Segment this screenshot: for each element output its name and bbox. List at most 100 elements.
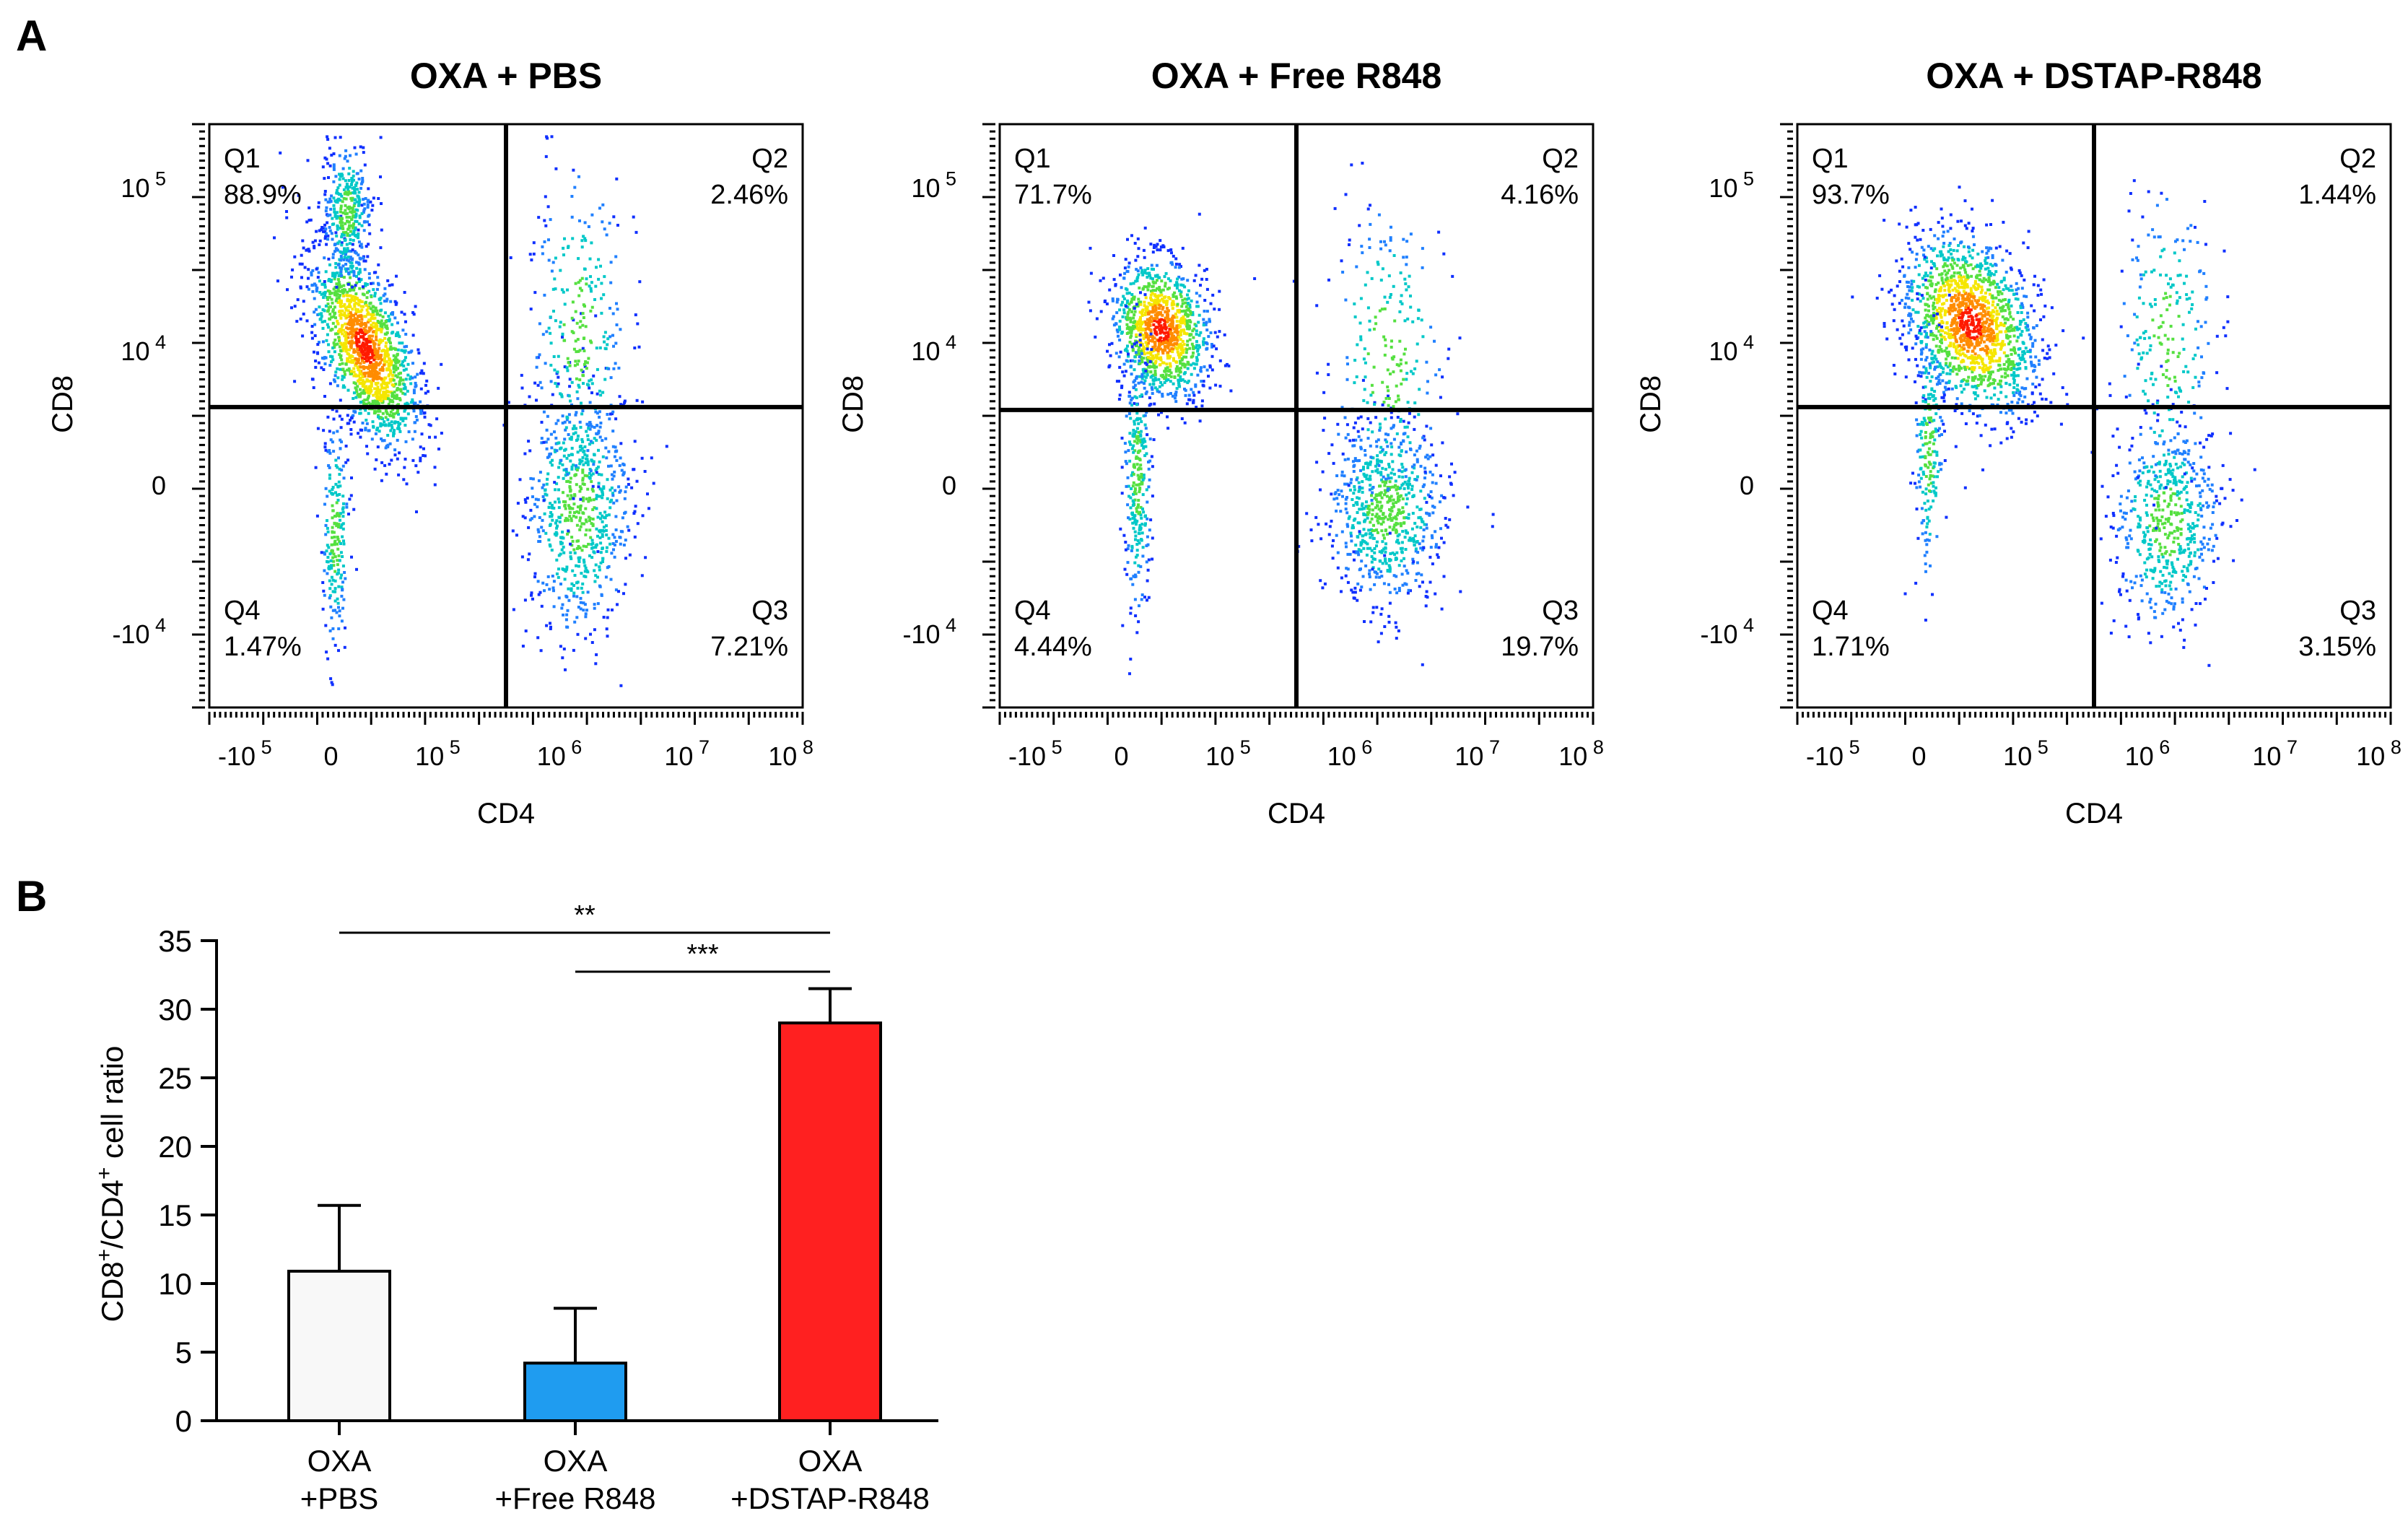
event-dot	[1356, 598, 1359, 602]
event-dot	[1134, 351, 1138, 354]
event-dot	[1134, 279, 1138, 283]
event-dot	[311, 240, 315, 244]
event-dot	[386, 434, 390, 437]
event-dot	[563, 237, 566, 240]
event-dot	[1177, 323, 1180, 327]
event-dot	[347, 259, 351, 263]
event-dot	[1133, 466, 1136, 469]
event-dot	[1340, 470, 1344, 474]
event-dot	[373, 399, 377, 403]
event-dot	[368, 344, 372, 348]
event-dot	[398, 427, 401, 431]
event-dot	[552, 506, 556, 510]
event-dot	[330, 297, 333, 301]
event-dot	[1198, 313, 1201, 317]
event-dot	[396, 367, 399, 370]
event-dot	[305, 319, 309, 323]
event-dot	[419, 456, 422, 460]
event-dot	[398, 363, 402, 367]
event-dot	[403, 291, 406, 294]
event-dot	[364, 259, 367, 263]
event-dot	[537, 540, 541, 543]
event-dot	[1164, 367, 1168, 370]
event-dot	[1185, 351, 1188, 354]
event-dot	[601, 493, 604, 497]
event-dot	[550, 463, 554, 467]
event-dot	[420, 432, 424, 436]
event-dot	[339, 313, 343, 316]
event-dot	[1174, 313, 1177, 316]
event-dot	[598, 536, 602, 539]
event-dot	[1117, 398, 1121, 401]
event-dot	[331, 509, 335, 513]
event-dot	[1187, 393, 1191, 397]
event-dot	[1141, 554, 1145, 558]
event-dot	[1133, 395, 1137, 398]
event-dot	[1137, 328, 1140, 331]
event-dot	[1381, 562, 1384, 565]
event-dot	[589, 275, 592, 279]
event-dot	[531, 495, 534, 499]
event-dot	[367, 396, 370, 400]
event-dot	[370, 370, 373, 374]
event-dot	[1319, 537, 1323, 541]
event-dot	[305, 285, 309, 289]
event-dot	[355, 327, 359, 331]
event-dot	[591, 518, 595, 520]
event-dot	[1178, 263, 1182, 266]
event-dot	[1175, 297, 1179, 300]
event-dot	[435, 417, 439, 421]
event-dot	[1199, 370, 1203, 373]
event-dot	[560, 288, 564, 292]
event-dot	[310, 271, 313, 274]
event-dot	[565, 613, 569, 617]
event-dot	[1127, 352, 1130, 356]
event-dot	[362, 349, 365, 353]
event-dot	[322, 230, 325, 233]
event-dot	[413, 430, 416, 433]
event-dot	[383, 300, 386, 303]
event-dot	[1330, 544, 1334, 548]
event-dot	[1166, 427, 1170, 430]
event-dot	[341, 309, 344, 313]
event-dot	[349, 294, 352, 297]
event-dot	[618, 490, 621, 494]
event-dot	[395, 301, 398, 305]
event-dot	[1168, 287, 1171, 290]
event-dot	[366, 203, 370, 206]
event-dot	[1401, 583, 1405, 587]
event-dot	[323, 223, 327, 227]
event-dot	[323, 442, 327, 445]
event-dot	[1138, 604, 1140, 608]
event-dot	[1403, 582, 1407, 585]
event-dot	[556, 370, 559, 374]
event-dot	[331, 516, 334, 520]
event-dot	[599, 517, 603, 520]
event-dot	[326, 234, 330, 238]
event-dot	[1133, 487, 1137, 490]
event-dot	[389, 341, 392, 345]
event-dot	[365, 445, 368, 448]
event-dot	[1142, 446, 1146, 450]
event-dot	[376, 320, 380, 323]
event-dot	[1115, 300, 1119, 304]
event-dot	[363, 348, 367, 352]
event-dot	[1138, 362, 1142, 365]
event-dot	[581, 456, 585, 459]
plot-title: OXA + PBS	[410, 56, 602, 96]
panel-a-label: A	[16, 12, 47, 60]
event-dot	[650, 456, 653, 460]
event-dot	[354, 251, 358, 255]
event-dot	[577, 539, 580, 543]
event-dot	[339, 349, 342, 352]
event-dot	[1127, 291, 1131, 295]
event-dot	[1156, 295, 1159, 298]
event-dot	[1132, 450, 1135, 454]
event-dot	[385, 397, 388, 401]
event-dot	[1135, 268, 1138, 271]
event-dot	[357, 195, 360, 199]
event-dot	[323, 569, 326, 572]
event-dot	[603, 516, 607, 520]
event-dot	[1151, 557, 1154, 561]
event-dot	[547, 258, 551, 262]
